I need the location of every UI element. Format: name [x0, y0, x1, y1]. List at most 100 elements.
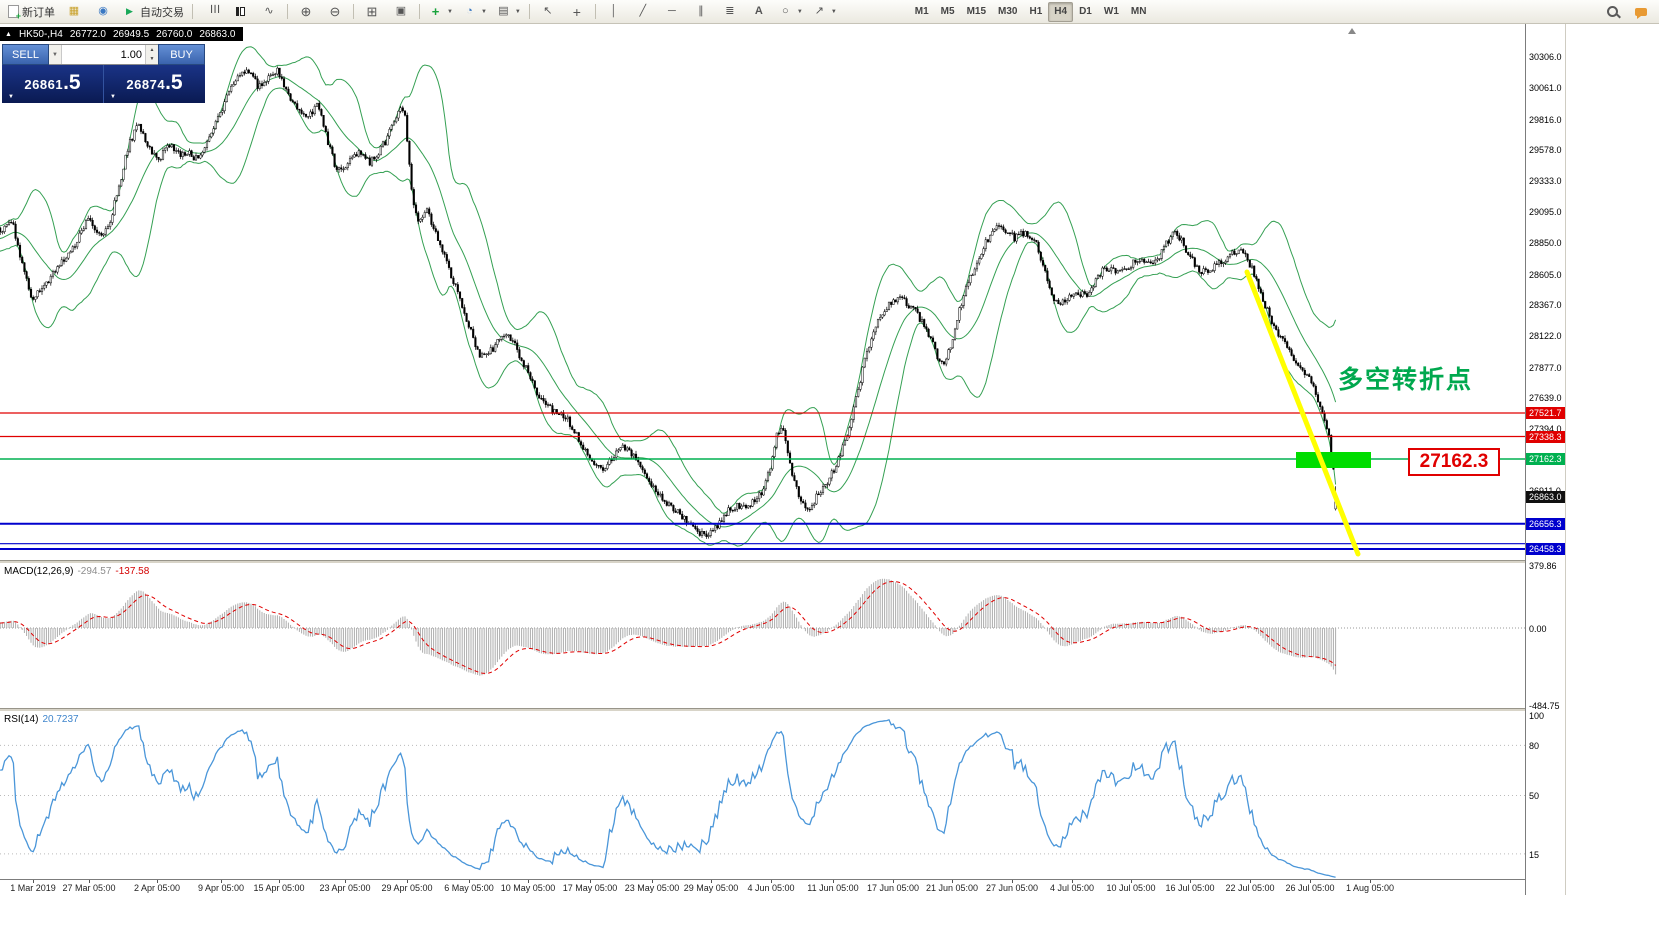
buy-price[interactable]: ▼ 26874 .5 — [103, 65, 205, 103]
candlestick-chart-button[interactable] — [226, 1, 254, 23]
yellow-trendline[interactable] — [1244, 269, 1361, 557]
price-axis-label: 28605.0 — [1529, 270, 1562, 280]
buy-button[interactable]: BUY — [158, 44, 205, 65]
volume-dropdown-icon[interactable]: ▼ — [49, 45, 62, 64]
date-label: 29 May 05:00 — [683, 883, 739, 893]
volume-up-icon[interactable]: ▲ — [146, 45, 158, 55]
text-tool-button[interactable]: A — [745, 1, 773, 23]
macd-indicator-label: MACD(12,26,9) -294.57 -137.58 — [4, 566, 149, 577]
price-axis-label: 27877.0 — [1529, 363, 1562, 373]
panel-separator[interactable] — [0, 560, 1565, 564]
volume-box: ▼ 1.00 ▲ ▼ — [49, 44, 158, 65]
crosshair-button[interactable]: + — [563, 1, 591, 23]
trendline-button[interactable]: ╱ — [629, 1, 657, 23]
arrow-tool-icon: ↗ — [814, 5, 824, 17]
date-label: 27 Jun 05:00 — [985, 883, 1039, 893]
date-label: 17 Jun 05:00 — [866, 883, 920, 893]
charts-button[interactable]: ▦ — [60, 1, 88, 23]
chart-shift-marker[interactable] — [1348, 28, 1356, 34]
search-button[interactable] — [1598, 1, 1626, 23]
timeframe-m30[interactable]: M30 — [998, 6, 1018, 17]
chat-button[interactable] — [1627, 1, 1655, 23]
timeframe-w1[interactable]: W1 — [1103, 6, 1119, 17]
vertical-line-button[interactable]: │ — [600, 1, 628, 23]
templates-button[interactable]: ▤ ▼ — [492, 1, 525, 23]
rsi-scale-label: 50 — [1529, 791, 1540, 801]
quote-open: 26772.0 — [69, 28, 106, 40]
sell-price[interactable]: ▼ 26861 .5 — [2, 65, 103, 103]
chevron-down-icon: ▼ — [796, 8, 803, 15]
community-button[interactable]: ◉ — [89, 1, 117, 23]
date-tick — [711, 880, 712, 883]
rsi-chart-svg[interactable] — [0, 712, 1525, 879]
date-tick — [279, 880, 280, 883]
timeframe-d1[interactable]: D1 — [1079, 6, 1092, 17]
cursor-button[interactable]: ↖ — [534, 1, 562, 23]
date-tick — [528, 880, 529, 883]
hline-price-label: 26656.3 — [1526, 518, 1565, 530]
channel-button[interactable]: ∥ — [687, 1, 715, 23]
bar-chart-button[interactable]: ☰ — [197, 1, 225, 23]
timeframe-m1[interactable]: M1 — [914, 6, 929, 17]
zoom-out-button[interactable]: ⊖ — [321, 1, 349, 23]
autotrade-button[interactable]: ▶ 自动交易 — [118, 1, 188, 23]
horizontal-line-button[interactable]: ─ — [658, 1, 686, 23]
support-highlight-rect[interactable] — [1296, 452, 1371, 468]
hline-price-label: 27162.3 — [1526, 453, 1565, 465]
date-label: 1 Aug 05:00 — [1345, 883, 1395, 893]
line-chart-icon: ∿ — [264, 5, 274, 17]
volume-down-icon[interactable]: ▼ — [146, 54, 158, 64]
price-axis[interactable]: 30306.0 30061.0 29816.0 29578.0 29333.0 29095… — [1525, 24, 1565, 895]
periods-button[interactable]: ◔ ▼ — [458, 1, 491, 23]
date-tick — [1310, 880, 1311, 883]
price-chart-svg[interactable] — [0, 24, 1525, 560]
buy-price-fraction: .5 — [165, 71, 183, 94]
fibonacci-button[interactable]: ≣ — [716, 1, 744, 23]
volume-stepper[interactable]: ▲ ▼ — [145, 45, 158, 64]
price-axis-label: 28850.0 — [1529, 238, 1562, 248]
timeframe-mn[interactable]: MN — [1130, 6, 1147, 17]
sell-price-fraction: .5 — [63, 71, 81, 94]
panel-separator[interactable] — [0, 708, 1565, 712]
date-label: 21 Jun 05:00 — [925, 883, 979, 893]
price-axis-label: 29333.0 — [1529, 176, 1562, 186]
price-axis-label: 28122.0 — [1529, 331, 1562, 341]
date-tick — [771, 880, 772, 883]
price-axis-label: 27639.0 — [1529, 393, 1562, 403]
date-tick — [1190, 880, 1191, 883]
date-tick — [1250, 880, 1251, 883]
date-label: 23 May 05:00 — [624, 883, 680, 893]
shapes-button[interactable]: ○ ▼ — [774, 1, 807, 23]
macd-value: -294.57 — [77, 566, 112, 577]
timeframe-m5[interactable]: M5 — [940, 6, 955, 17]
date-tick — [833, 880, 834, 883]
hline-price-label: 27521.7 — [1526, 407, 1565, 419]
volume-input[interactable]: 1.00 — [120, 48, 142, 61]
arrange-windows-button[interactable]: ▣ — [387, 1, 415, 23]
chevron-down-icon: ▼ — [830, 8, 837, 15]
new-order-button[interactable]: 新订单 — [4, 1, 59, 23]
zoom-out-icon: ⊖ — [329, 4, 341, 19]
date-tick — [1131, 880, 1132, 883]
arrows-tool-button[interactable]: ↗ ▼ — [808, 1, 841, 23]
date-label: 10 May 05:00 — [500, 883, 556, 893]
chat-icon — [1635, 7, 1647, 19]
buy-flag-icon: ▼ — [110, 94, 116, 100]
new-order-label: 新订单 — [22, 6, 55, 19]
zoom-in-button[interactable]: ⊕ — [292, 1, 320, 23]
date-axis[interactable]: 1 Mar 2019 27 Mar 05:00 2 Apr 05:00 9 Apr 0… — [0, 879, 1525, 896]
indicators-button[interactable]: + ▼ — [424, 1, 457, 23]
timeframe-m15[interactable]: M15 — [966, 6, 987, 17]
date-label: 27 Mar 05:00 — [62, 883, 116, 893]
buy-price-main: 26874 — [126, 77, 166, 92]
line-chart-button[interactable]: ∿ — [255, 1, 283, 23]
date-tick — [157, 880, 158, 883]
trendline-icon: ╱ — [639, 5, 647, 17]
tile-windows-button[interactable]: ⊞ — [358, 1, 386, 23]
macd-chart-svg[interactable] — [0, 564, 1525, 708]
timeframe-h1[interactable]: H1 — [1029, 6, 1043, 17]
date-label: 29 Apr 05:00 — [381, 883, 433, 893]
timeframe-h4[interactable]: H4 — [1048, 1, 1074, 22]
equidistant-channel-icon: ∥ — [698, 5, 704, 17]
sell-button[interactable]: SELL — [2, 44, 49, 65]
